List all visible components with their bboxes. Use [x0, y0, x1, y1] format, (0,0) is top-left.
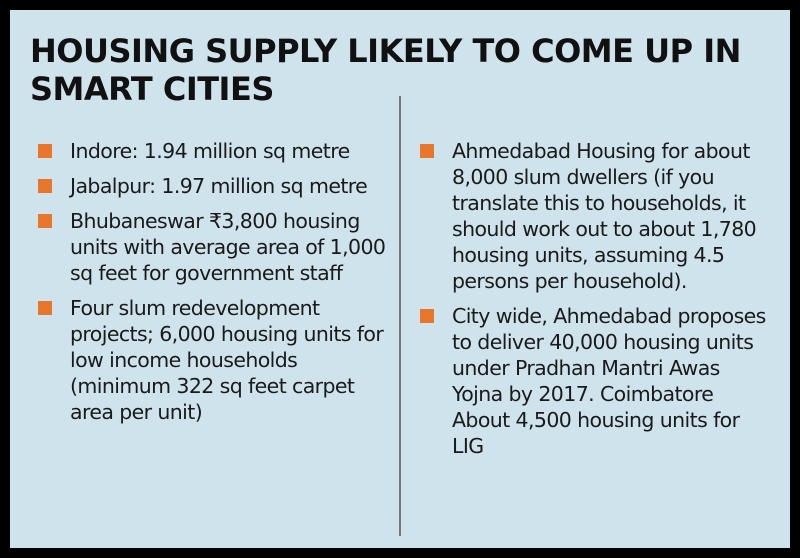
list-item: Indore: 1.94 million sq metre [38, 138, 388, 164]
bullet-square-icon [38, 301, 52, 315]
list-item: Bhubaneswar ₹3,800 housing units with av… [38, 208, 388, 286]
list-item-text: City wide, Ahmedabad proposes to deliver… [452, 304, 766, 458]
list-item: Jabalpur: 1.97 million sq metre [38, 173, 388, 199]
infographic-title: HOUSING SUPPLY LIKELY TO COME UP IN SMAR… [30, 32, 741, 108]
right-column-list: Ahmedabad Housing for about 8,000 slum d… [420, 138, 770, 468]
list-item-text: Ahmedabad Housing for about 8,000 slum d… [452, 139, 757, 293]
bullet-square-icon [38, 214, 52, 228]
bullet-square-icon [38, 144, 52, 158]
list-item-text: Bhubaneswar ₹3,800 housing units with av… [70, 209, 386, 285]
list-item: Four slum redevelopment projects; 6,000 … [38, 295, 388, 425]
bullet-square-icon [38, 179, 52, 193]
bullet-square-icon [420, 144, 434, 158]
list-item: City wide, Ahmedabad proposes to deliver… [420, 303, 770, 459]
left-column-list: Indore: 1.94 million sq metre Jabalpur: … [38, 138, 388, 434]
bullet-square-icon [420, 309, 434, 323]
list-item-text: Indore: 1.94 million sq metre [70, 139, 350, 163]
list-item-text: Jabalpur: 1.97 million sq metre [70, 174, 368, 198]
list-item: Ahmedabad Housing for about 8,000 slum d… [420, 138, 770, 294]
column-divider [399, 96, 401, 536]
list-item-text: Four slum redevelopment projects; 6,000 … [70, 296, 384, 424]
